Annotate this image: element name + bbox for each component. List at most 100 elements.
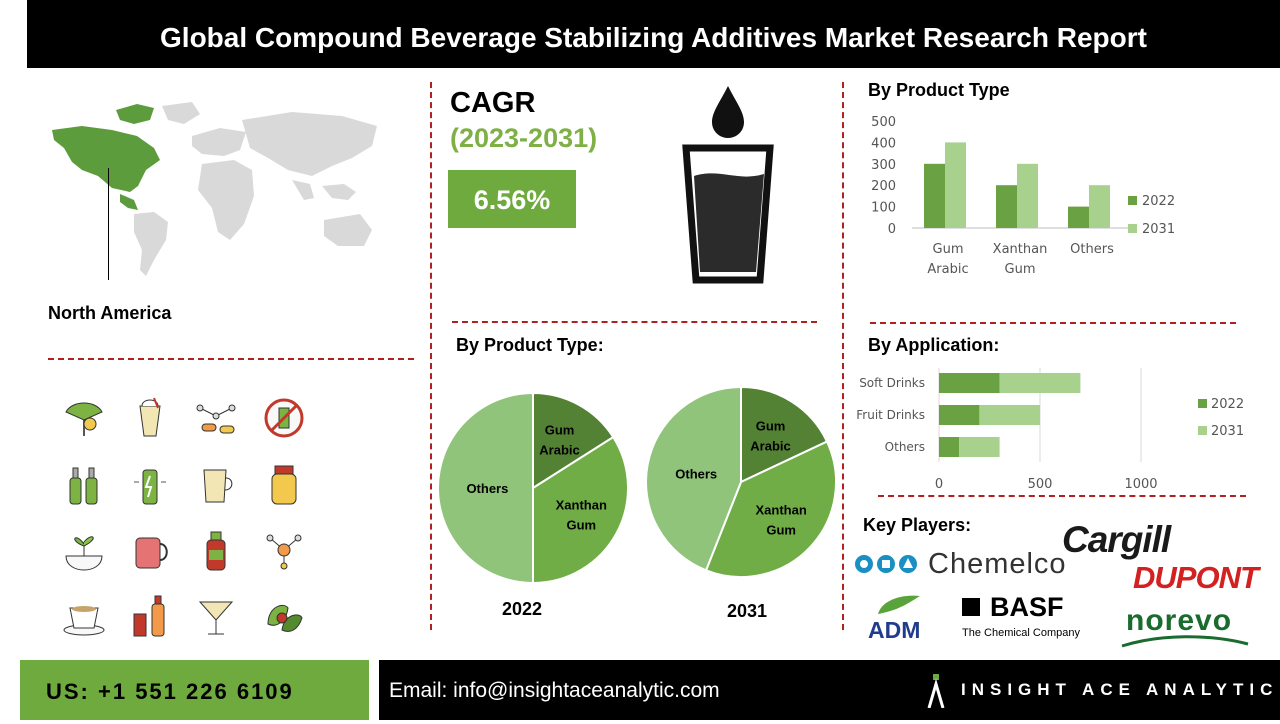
- footer-phone: US: +1 551 226 6109: [46, 679, 294, 704]
- juice-bottle-icon: [194, 528, 238, 572]
- divider-bar: [870, 322, 1236, 324]
- norevo-logo: norevo: [1126, 604, 1233, 637]
- pie-slice: [437, 391, 534, 585]
- leaves-icon: [262, 594, 306, 638]
- legend-swatch-2031: [1198, 426, 1207, 435]
- bar-2022: [939, 373, 1000, 393]
- pie-year-label-2022: 2022: [502, 599, 543, 619]
- pie-slice-label: Others: [675, 466, 717, 481]
- cagr-label: CAGR: [450, 87, 536, 119]
- world-map: [52, 102, 377, 276]
- divider-region: [48, 358, 414, 360]
- y-tick-label: 400: [871, 136, 896, 151]
- divider-cagr: [452, 321, 817, 323]
- cans-bottle-icon: [128, 594, 172, 638]
- legend-swatch-2031: [1128, 224, 1137, 233]
- norevo-swoosh: [1120, 634, 1250, 653]
- legend-swatch-2022: [1128, 196, 1137, 205]
- molecule-icon: [262, 528, 306, 572]
- bar-2022: [939, 437, 960, 457]
- bar-2031: [999, 373, 1081, 393]
- legend-label-2031: 2031: [1142, 222, 1175, 237]
- x-tick-label: 500: [1028, 477, 1053, 492]
- smoothie-icon: [128, 396, 172, 440]
- x-tick-label: Others: [1070, 242, 1114, 257]
- jar-icon: [262, 462, 306, 506]
- adm-logo: ADM: [868, 617, 921, 643]
- footer-phone-bar: US: +1 551 226 6109: [20, 660, 369, 720]
- page-title: Global Compound Beverage Stabilizing Add…: [160, 22, 1147, 53]
- cagr-value-badge: 6.56%: [448, 170, 576, 228]
- pie-slice: [704, 440, 837, 578]
- divider-application: [878, 495, 1246, 497]
- basf-square-icon: [962, 598, 980, 616]
- coffee-cup-icon: [62, 594, 106, 638]
- pie-slice-label: Xanthan: [756, 503, 807, 518]
- region-label: North America: [48, 303, 172, 323]
- product-type-pie-title: By Product Type:: [456, 335, 604, 355]
- bar-2022: [996, 185, 1017, 228]
- basf-logo: BASF: [990, 592, 1064, 622]
- energy-drink-icon: [128, 462, 172, 506]
- y-tick-label: 100: [871, 201, 896, 216]
- pie-chart-2031: Gum Arabic Xanthan Gum Others: [645, 385, 837, 578]
- bar-2031: [1017, 163, 1038, 228]
- bar-2031: [979, 405, 1040, 425]
- pie-slice-label: Arabic: [750, 438, 790, 453]
- x-tick-label: Arabic: [927, 262, 968, 277]
- insight-ace-logo-icon: [927, 674, 945, 708]
- y-tick-label: Others: [885, 440, 925, 454]
- pie-slice-label: Xanthan: [556, 498, 607, 513]
- x-tick-label: Xanthan: [993, 242, 1048, 257]
- pie-slice-label: Gum: [756, 418, 786, 433]
- mug-icon: [128, 528, 172, 572]
- y-tick-label: Fruit Drinks: [856, 408, 925, 422]
- chemelco-wordmark: Chemelco: [928, 548, 1067, 580]
- bar-2022: [924, 163, 945, 228]
- no-drink-icon: [262, 396, 306, 440]
- x-tick-label: 0: [935, 477, 943, 492]
- title-bar: Global Compound Beverage Stabilizing Add…: [27, 0, 1280, 68]
- latte-icon: [194, 462, 238, 506]
- pie-slice: [532, 391, 615, 490]
- y-tick-label: 500: [871, 115, 896, 130]
- y-tick-label: 200: [871, 179, 896, 194]
- cagr-value: 6.56%: [473, 185, 551, 215]
- product-type-bar-chart: 0 100 200 300 400 500 Gum Arabic Xanthan Gum Other…: [871, 115, 1175, 277]
- pie-slice-label: Gum: [545, 423, 575, 438]
- x-tick-label: 1000: [1124, 477, 1157, 492]
- footer-email[interactable]: Email: info@insightaceanalytic.com: [389, 679, 720, 702]
- molecule-capsule-icon: [194, 396, 238, 440]
- key-players-title: Key Players:: [863, 515, 972, 535]
- bottles-icon: [62, 462, 106, 506]
- pie-slice-label: Arabic: [539, 443, 579, 458]
- bar-2031: [959, 437, 1000, 457]
- bar-2022: [939, 405, 980, 425]
- dupont-logo: DUPONT: [1133, 560, 1259, 595]
- x-tick-label: Gum: [1005, 262, 1036, 277]
- bar-2031: [1089, 185, 1110, 228]
- legend-label-2022: 2022: [1142, 194, 1175, 209]
- basf-tagline: The Chemical Company: [962, 627, 1080, 639]
- pie-chart-2022: Gum Arabic Xanthan Gum Others: [437, 391, 629, 585]
- footer-brand: INSIGHT ACE ANALYTIC: [961, 680, 1279, 699]
- x-tick-label: Gum: [933, 242, 964, 257]
- legend-label-2031: 2031: [1211, 424, 1244, 439]
- cocktail-icon: [194, 594, 238, 638]
- cagr-period: (2023-2031): [450, 123, 598, 153]
- legend-swatch-2022: [1198, 399, 1207, 408]
- pie-slice-label: Gum: [766, 523, 796, 538]
- application-title: By Application:: [868, 335, 1000, 355]
- chemelco-logo: [855, 553, 925, 580]
- divider-left: [430, 82, 432, 630]
- y-tick-label: 300: [871, 158, 896, 173]
- bar-2022: [1068, 206, 1089, 228]
- pie-slice-label: Others: [466, 481, 508, 496]
- map-pointer-line: [108, 168, 109, 280]
- pie-slice: [645, 385, 742, 572]
- y-tick-label: Soft Drinks: [859, 376, 925, 390]
- application-bar-chart: 0 500 1000 Soft Drinks Fruit Drinks Others 202…: [856, 368, 1244, 492]
- ginkgo-icon: [62, 396, 106, 440]
- bar-2031: [945, 142, 966, 228]
- y-tick-label: 0: [888, 222, 896, 237]
